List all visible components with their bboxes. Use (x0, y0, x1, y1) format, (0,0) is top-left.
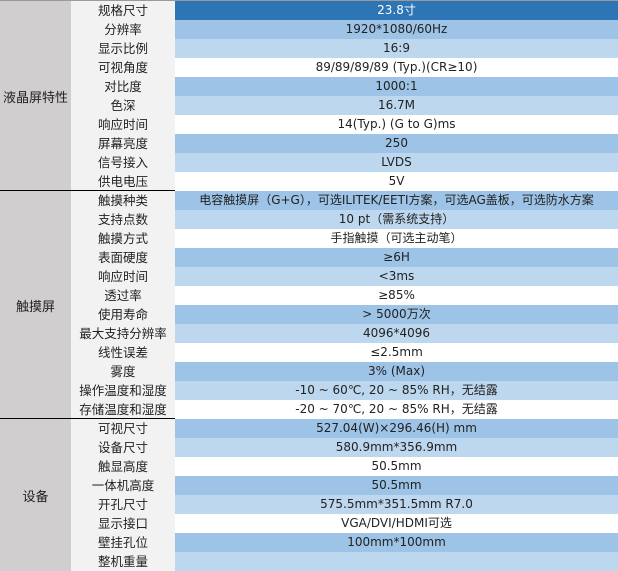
spec-label: 壁挂孔位 (71, 533, 175, 552)
spec-value-cell[interactable]: -20 ~ 70℃, 20 ~ 85% RH，无结露 (175, 400, 618, 419)
spec-value-cell[interactable]: 16:9 (175, 39, 618, 58)
spec-value-cell[interactable]: 50.5mm (175, 457, 618, 476)
spec-value-cell[interactable]: 14(Typ.) (G to G)ms (175, 115, 618, 134)
spec-label: 供电电压 (71, 172, 175, 191)
spec-label: 色深 (71, 96, 175, 115)
spec-label: 整机重量 (71, 552, 175, 571)
spec-label: 触摸种类 (71, 191, 175, 210)
spec-label: 显示接口 (71, 514, 175, 533)
spec-label: 触摸方式 (71, 229, 175, 248)
spec-label: 响应时间 (71, 267, 175, 286)
spec-label: 开孔尺寸 (71, 495, 175, 514)
spec-value-cell[interactable]: 10 pt（需系统支持） (175, 210, 618, 229)
group-divider (0, 418, 175, 419)
spec-value-cell[interactable]: 50.5mm (175, 476, 618, 495)
spec-value-cell[interactable]: 3% (Max) (175, 362, 618, 381)
spec-value-cell[interactable]: 手指触摸（可选主动笔） (175, 229, 618, 248)
spec-value-cell[interactable]: 23.8寸 (175, 1, 618, 20)
spec-label: 使用寿命 (71, 305, 175, 324)
spec-value-cell[interactable]: 1920*1080/60Hz (175, 20, 618, 39)
spec-value-cell[interactable] (175, 552, 618, 571)
spec-value-cell[interactable]: -10 ~ 60℃, 20 ~ 85% RH，无结露 (175, 381, 618, 400)
group-divider (0, 190, 175, 191)
spec-value-cell[interactable]: ≤2.5mm (175, 343, 618, 362)
spec-value-cell[interactable]: > 5000万次 (175, 305, 618, 324)
spec-value-cell[interactable]: ≥6H (175, 248, 618, 267)
spec-value-cell[interactable]: <3ms (175, 267, 618, 286)
spec-value-cell[interactable]: 16.7M (175, 96, 618, 115)
spec-label: 对比度 (71, 77, 175, 96)
spec-label: 线性误差 (71, 343, 175, 362)
spec-label: 可视角度 (71, 58, 175, 77)
spec-label: 规格尺寸 (71, 1, 175, 20)
spec-value-cell[interactable]: LVDS (175, 153, 618, 172)
spec-label: 分辨率 (71, 20, 175, 39)
spec-value-cell[interactable]: 1000:1 (175, 77, 618, 96)
spec-label: 显示比例 (71, 39, 175, 58)
spec-value-cell[interactable]: 100mm*100mm (175, 533, 618, 552)
spec-value-cell[interactable]: 527.04(W)×296.46(H) mm (175, 419, 618, 438)
spec-label: 响应时间 (71, 115, 175, 134)
spec-label: 设备尺寸 (71, 438, 175, 457)
spec-label: 一体机高度 (71, 476, 175, 495)
spec-label: 存储温度和湿度 (71, 400, 175, 419)
spec-label: 信号接入 (71, 153, 175, 172)
spec-label: 触显高度 (71, 457, 175, 476)
spec-label: 操作温度和湿度 (71, 381, 175, 400)
group-header: 设备 (0, 419, 71, 571)
spec-value-cell[interactable]: VGA/DVI/HDMI可选 (175, 514, 618, 533)
spec-label: 可视尺寸 (71, 419, 175, 438)
spec-value-cell[interactable]: 250 (175, 134, 618, 153)
spec-value-cell[interactable]: 电容触摸屏（G+G），可选ILITEK/EETI方案，可选AG盖板，可选防水方案 (175, 191, 618, 210)
spec-label: 支持点数 (71, 210, 175, 229)
spec-value-cell[interactable]: 4096*4096 (175, 324, 618, 343)
spec-label: 表面硬度 (71, 248, 175, 267)
spec-value-cell[interactable]: 5V (175, 172, 618, 191)
group-header: 液晶屏特性 (0, 1, 71, 191)
spec-label: 屏幕亮度 (71, 134, 175, 153)
spec-value-cell[interactable]: 575.5mm*351.5mm R7.0 (175, 495, 618, 514)
spec-value-cell[interactable]: 89/89/89/89 (Typ.)(CR≥10) (175, 58, 618, 77)
spec-value-cell[interactable]: ≥85% (175, 286, 618, 305)
spec-label: 透过率 (71, 286, 175, 305)
group-header: 触摸屏 (0, 191, 71, 419)
spec-value-cell[interactable]: 580.9mm*356.9mm (175, 438, 618, 457)
spec-label: 最大支持分辨率 (71, 324, 175, 343)
spec-label: 雾度 (71, 362, 175, 381)
